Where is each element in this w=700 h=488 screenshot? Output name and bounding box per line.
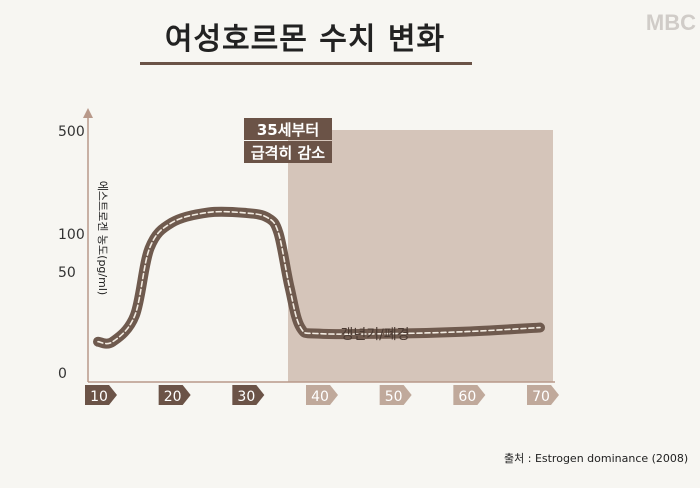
y-tick-label: 50 <box>58 265 76 281</box>
annotation-line1: 35세부터 <box>257 121 319 139</box>
y-axis-arrow <box>83 108 93 118</box>
x-tick: 20 <box>158 385 191 405</box>
x-tick-label: 10 <box>90 389 108 405</box>
x-tick: 40 <box>306 385 338 405</box>
annotation-box-line1 <box>244 118 332 140</box>
annotation-line2: 급격히 감소 <box>251 144 325 162</box>
y-axis-label: 에스트로겐 농도(pg/ml) <box>96 181 109 295</box>
broadcaster-watermark: MBC <box>645 10 696 35</box>
y-tick-label: 0 <box>58 366 67 382</box>
x-tick-chevron <box>232 385 265 405</box>
x-tick-chevron <box>158 385 191 405</box>
series-line-stitch <box>97 210 541 345</box>
x-tick-label: 40 <box>311 389 329 405</box>
x-tick: 50 <box>379 385 412 405</box>
x-tick-label: 30 <box>237 389 255 405</box>
source-citation: 출처 : Estrogen dominance (2008) <box>504 452 689 465</box>
title-underline <box>140 62 472 65</box>
y-tick-label: 100 <box>58 227 85 243</box>
x-tick-label: 60 <box>458 389 476 405</box>
x-tick-chevron <box>306 385 338 405</box>
chart-title: 여성호르몬 수치 변화 <box>164 22 446 57</box>
x-tick: 10 <box>85 385 117 405</box>
x-tick: 70 <box>527 385 559 405</box>
x-tick-chevron <box>527 385 559 405</box>
x-tick-chevron <box>379 385 412 405</box>
x-tick: 60 <box>453 385 486 405</box>
annotation-box-line2 <box>244 141 332 163</box>
x-tick-label: 70 <box>532 389 550 405</box>
x-tick-label: 50 <box>385 389 403 405</box>
x-tick-chevron <box>453 385 486 405</box>
x-tick: 30 <box>232 385 265 405</box>
region-label: 갱년기/폐경 <box>340 327 409 343</box>
x-tick-label: 20 <box>164 389 182 405</box>
decline-region-shade <box>288 130 553 382</box>
y-tick-label: 500 <box>58 124 85 140</box>
x-tick-chevron <box>85 385 117 405</box>
